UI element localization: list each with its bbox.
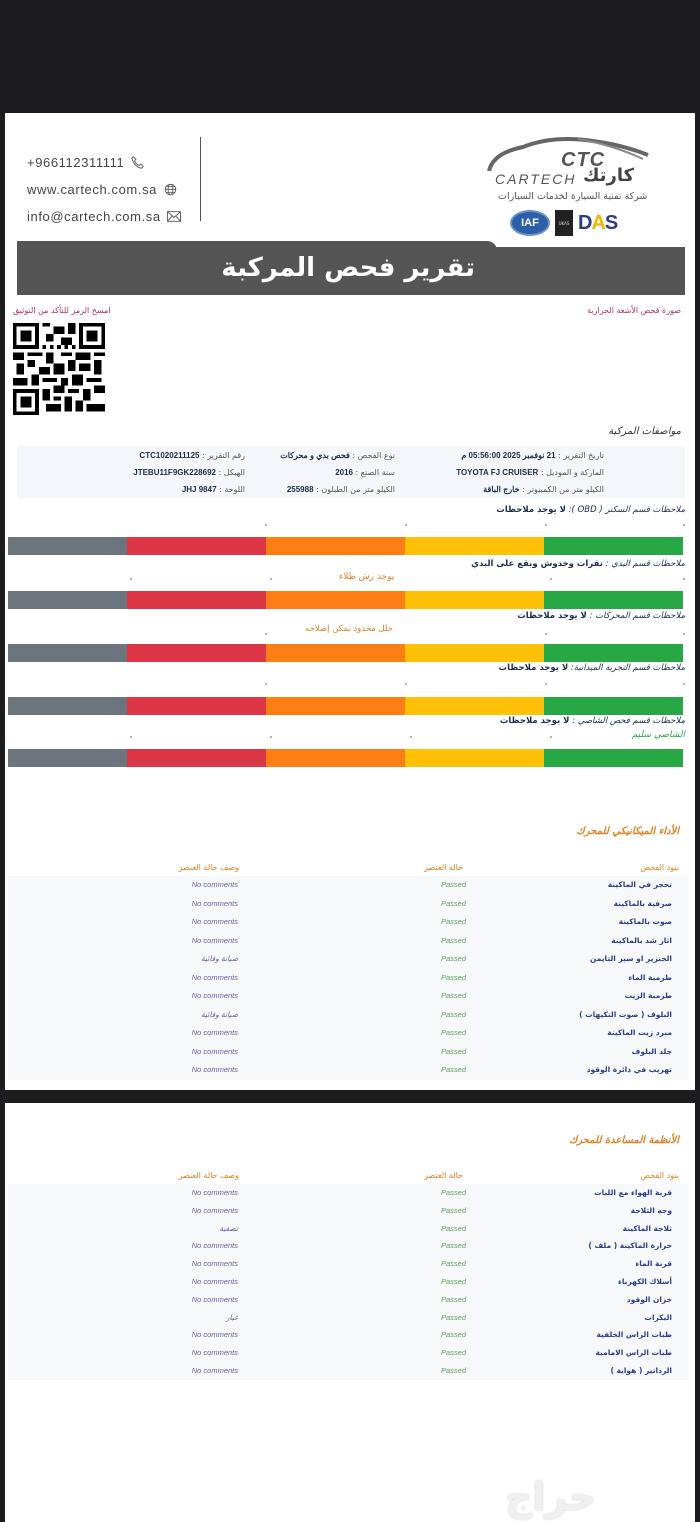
table-row: طرمبة الماء Passed No comments: [191, 972, 672, 982]
table-row: خزان الوقود Passed No comments: [191, 1294, 672, 1304]
report-page-2: الأنظمة المساعدة للمحرك بنود الفحص حالة …: [5, 1103, 695, 1522]
title-banner: تقرير فحص المركبة: [17, 241, 685, 295]
spec-report-date: تاريخ التقرير : 21 نوفمبر 2025 05:56:00 …: [461, 451, 604, 460]
table-row: ثلاجة الماكينة Passed تصفية: [219, 1223, 672, 1233]
page-title: تقرير فحص المركبة: [221, 253, 475, 283]
section-title-engine-mechanical: الأداء الميكانيكي للمحرك: [576, 826, 679, 837]
note-body-sub: يوجد رش طلاء: [339, 572, 395, 582]
vehicle-specs: تاريخ التقرير : 21 نوفمبر 2025 05:56:00 …: [17, 446, 685, 498]
cartech-logo: CTC CARTECH كارتك شركة تقنية السيارة لخد…: [483, 131, 653, 211]
note-engine-sub: خلل محدود يمكن إصلاحه: [305, 624, 393, 634]
table-row: طبات الراس الامامية Passed No comments: [191, 1348, 672, 1358]
thermal-image-label: صورة فحص الأشعة الحرارية: [587, 306, 681, 315]
vehicle-specs-title: مواصفات المركبة: [608, 426, 681, 437]
spec-make-model: الماركة و الموديل : TOYOTA FJ CRUISER: [456, 468, 604, 477]
spec-inspection-type: نوع الفحص : فحص بدي و محركات: [280, 451, 395, 460]
table-row: قربة الماء Passed No comments: [191, 1259, 672, 1269]
contact-website: www.cartech.com.sa: [27, 176, 181, 203]
spec-year: سنة الصنع : 2016: [335, 468, 395, 477]
table-header: بنود الفحص حالة العنصر وصف حالة العنصر: [178, 1171, 679, 1180]
rating-bar-engine: [8, 644, 683, 662]
table-row: مبرد زيت الماكينة Passed No comments: [191, 1028, 672, 1037]
spec-plate: اللوحة : JHJ 9847: [181, 485, 245, 494]
scale-ticks: [15, 578, 685, 582]
table-row: قربة الهواء مع اللبات Passed No comments: [191, 1188, 672, 1197]
table-row: تحجر في الماكينة Passed No comments: [191, 880, 672, 889]
mail-icon: [166, 210, 181, 224]
engine-aux-table: قربة الهواء مع اللبات Passed No comments و…: [8, 1184, 688, 1380]
contact-info: +966112311111 www.cartech.com.sa info@ca…: [27, 149, 181, 230]
report-page-1: +966112311111 www.cartech.com.sa info@ca…: [5, 113, 695, 1090]
scale-ticks: [15, 736, 685, 740]
spec-km-odometer: الكيلو متر من الطبلون : 255988: [286, 485, 395, 494]
das-badge: DAS: [578, 211, 618, 234]
watermark-logo: حراج: [505, 1475, 597, 1519]
table-row: الرداتير ( هواية ) Passed No comments: [191, 1365, 672, 1375]
note-engine: ملاحظات قسم المحركات : لا يوجد ملاحظات: [517, 611, 685, 621]
iaf-badge: IAF: [510, 210, 550, 236]
table-row: صوت بالماكينة Passed No comments: [191, 917, 672, 926]
phone-icon: [130, 156, 144, 170]
spec-km-computer: الكيلو متر من الكمبيوتر : خارج الباقة: [483, 485, 604, 494]
contact-phone: +966112311111: [27, 149, 181, 176]
note-body: ملاحظات قسم البدي : نقرات وخدوش وبقع على…: [471, 559, 685, 569]
table-row: حرارة الماكينة ( ملف ) Passed No comments: [191, 1241, 672, 1251]
header-divider: [200, 137, 201, 221]
certification-badges: IAF UKAS DAS: [510, 210, 618, 236]
globe-icon: [163, 183, 177, 197]
note-obd: ملاحظات قسم السكنر ( OBD ): لا يوجد ملاح…: [496, 505, 685, 515]
note-road-test: ملاحظات قسم التجربة الميدانية: لا يوجد م…: [498, 663, 685, 673]
table-row: اثار شد بالماكينة Passed No comments: [191, 935, 672, 945]
section-title-engine-aux: الأنظمة المساعدة للمحرك: [569, 1135, 679, 1146]
table-row: أسلاك الكهرباء Passed No comments: [191, 1276, 672, 1286]
table-header: بنود الفحص حالة العنصر وصف حالة العنصر: [178, 863, 679, 872]
note-chassis: ملاحظات قسم فحص الشاصي : لا يوجد ملاحظات: [499, 716, 685, 726]
table-row: البكرات Passed غبار: [225, 1312, 672, 1322]
scale-ticks: [15, 633, 685, 637]
table-row: طبات الراس الخلفية Passed No comments: [191, 1330, 672, 1340]
contact-email: info@cartech.com.sa: [27, 203, 181, 230]
ukas-badge: UKAS: [555, 210, 573, 236]
note-chassis-sub: الشاصي سليم: [631, 730, 685, 740]
table-row: البلوف ( صوت التكيهات ) Passed صيانة وقائي…: [201, 1009, 672, 1019]
table-row: طرمبة الزيت Passed No comments: [191, 991, 672, 1000]
table-row: وجه الثلاجة Passed No comments: [191, 1205, 672, 1215]
table-row: تهريب في دائرة الوقود Passed No comments: [191, 1065, 672, 1074]
spec-vin: الهيكل : JTEBU11F9GK228692: [133, 468, 245, 477]
qr-label: امسح الرمز للتأكد من التوثيق: [13, 306, 111, 315]
table-row: صرفية بالماكينة Passed No comments: [191, 898, 672, 908]
qr-code[interactable]: [13, 323, 105, 415]
rating-bar-chassis: [8, 749, 683, 767]
scale-ticks: [15, 683, 685, 687]
table-row: الجنزير او سير التايمن Passed صيانة وقائية: [201, 954, 672, 963]
spec-report-number: رقم التقرير : CTC1020211125: [139, 451, 245, 460]
rating-bar-road-test: [8, 697, 683, 715]
engine-mechanical-table: تحجر في الماكينة Passed No comments صرفية …: [8, 876, 688, 1080]
table-row: جلد البلوف Passed No comments: [191, 1046, 672, 1056]
rating-bar-body: [8, 591, 683, 609]
car-silhouette-icon: [487, 137, 649, 171]
scale-ticks: [15, 524, 685, 528]
rating-bar-obd: [8, 537, 683, 555]
